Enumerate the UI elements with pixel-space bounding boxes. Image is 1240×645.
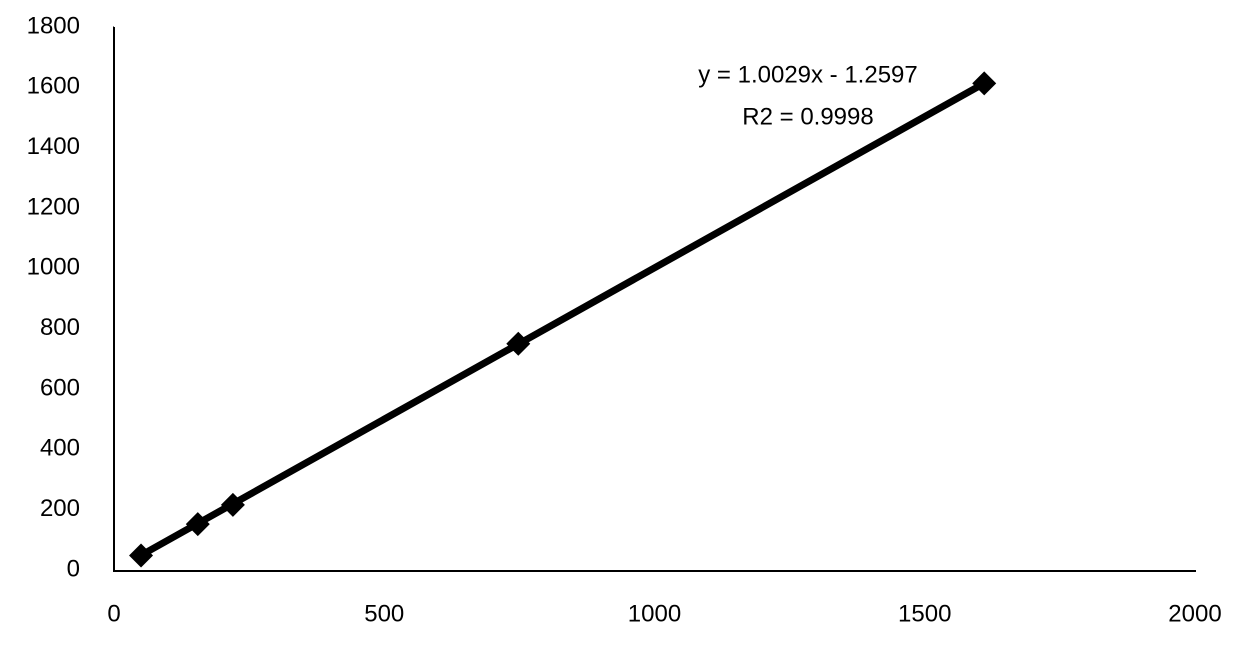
y-tick-label: 1600 [27,73,80,100]
x-tick-label: 1500 [898,600,951,627]
page: {"chart_data": {"type": "scatter", "x": … [0,0,1240,645]
trendline-r2: R2 = 0.9998 [742,103,873,130]
y-tick-label: 0 [67,555,80,582]
y-tick-label: 1000 [27,254,80,281]
chart: y = 1.0029x - 1.2597 R2 = 0.9998 0 200 400… [0,0,1240,640]
y-tick-label: 400 [40,435,80,462]
x-tick-label: 1000 [628,600,681,627]
x-tick-label: 0 [107,600,120,627]
x-tick-label: 2000 [1168,600,1221,627]
y-tick-label: 1200 [27,193,80,220]
y-tick-label: 1800 [27,12,80,39]
x-tick-label: 500 [364,600,404,627]
trendline [141,83,984,555]
y-tick-label: 1400 [27,133,80,160]
trendline-equation: y = 1.0029x - 1.2597 [698,61,918,88]
y-tick-label: 200 [40,495,80,522]
y-tick-label: 600 [40,374,80,401]
y-tick-label: 800 [40,314,80,341]
